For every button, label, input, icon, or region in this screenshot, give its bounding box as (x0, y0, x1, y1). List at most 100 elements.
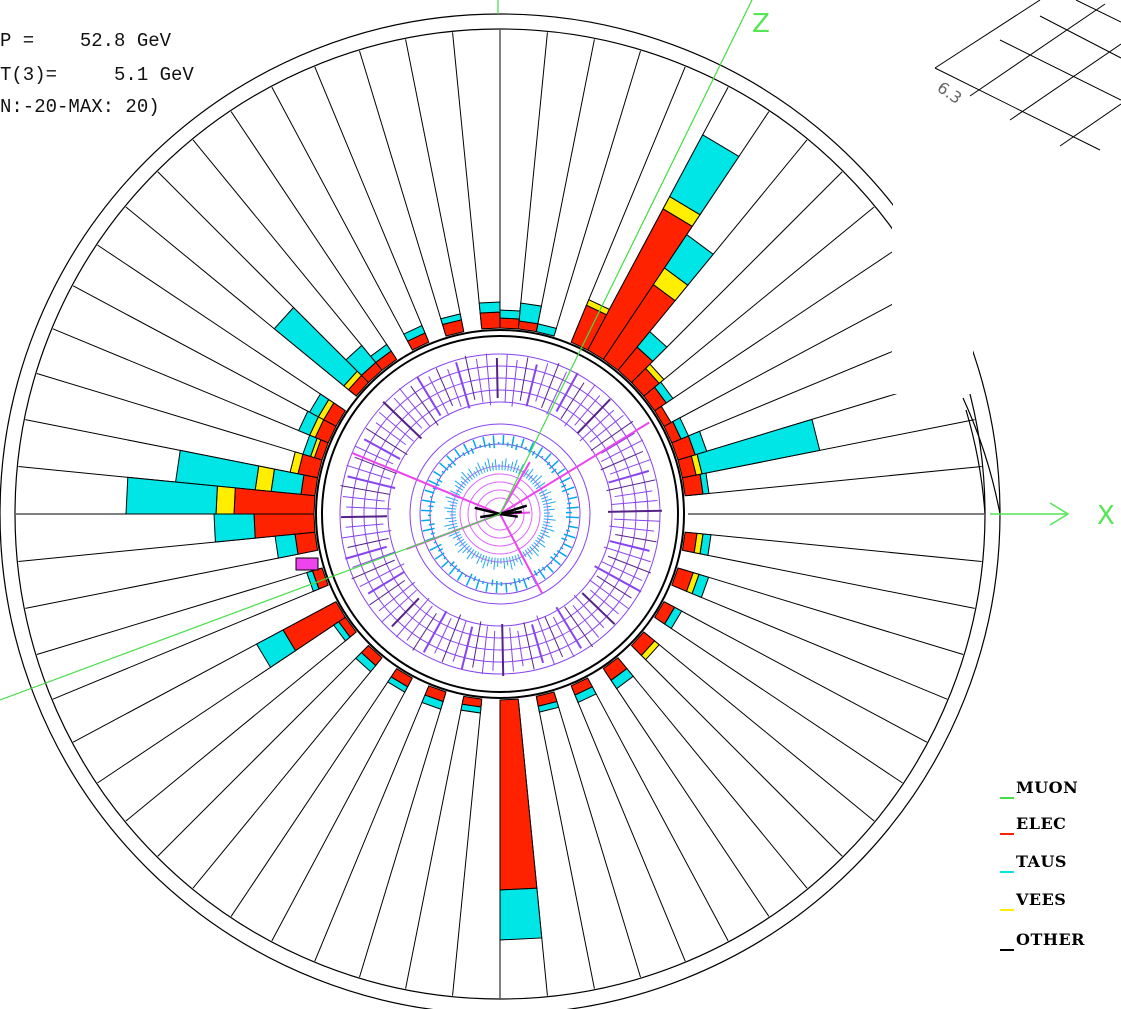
muon-track (0, 513, 501, 701)
vertex-hit (504, 458, 507, 471)
jet-line (499, 512, 518, 518)
inner-hit (485, 582, 489, 592)
tracker-layer (409, 423, 591, 605)
track-hit (573, 594, 605, 629)
tower-segment-elec (499, 317, 520, 330)
inner-hit (524, 446, 527, 451)
inner-hit (429, 543, 442, 552)
inner-hit (436, 478, 443, 483)
track-hit (603, 546, 651, 563)
inner-hit (563, 533, 576, 539)
sector-line (665, 285, 928, 426)
inner-hit (454, 448, 462, 458)
vertex-hit (480, 554, 485, 563)
vertex-hit (542, 501, 556, 506)
inner-hit (545, 564, 554, 573)
track-hit (391, 597, 420, 628)
mask-region (893, 150, 973, 394)
track-hit (452, 620, 467, 662)
track-hit (572, 605, 600, 638)
tracker-layer (363, 377, 637, 651)
sector-line (536, 39, 595, 330)
tower-segment-taus (332, 621, 351, 642)
vertex-hit (444, 522, 458, 527)
sector-line (97, 244, 344, 410)
track-hit (464, 355, 476, 400)
track-hit (341, 530, 392, 539)
track-hit (600, 450, 644, 471)
vertex-hit (482, 555, 488, 569)
sector-line (157, 646, 368, 857)
header-line-2: T(3)= 5.1 GeV (0, 64, 194, 86)
tower-segment-taus (691, 573, 710, 599)
track-hit (607, 555, 652, 574)
inner-hit (446, 455, 457, 466)
track-hit (536, 615, 555, 665)
inner-hit (531, 450, 536, 456)
track-hit (375, 422, 407, 446)
track-hit (354, 445, 394, 465)
vertex-hit (466, 549, 475, 560)
vertex-layer (459, 473, 541, 555)
vertex-hit (540, 491, 552, 497)
inner-hit (560, 476, 571, 484)
track-hit (422, 610, 448, 653)
outer-inner-circle-right-segment (965, 409, 986, 515)
track-hit (378, 411, 414, 442)
tower-segment-taus (672, 417, 690, 440)
inner-hit (422, 527, 435, 532)
tower-segment-taus (537, 700, 560, 713)
sector-line (665, 602, 928, 743)
track-hit (416, 376, 442, 417)
vertex-hit (543, 518, 556, 521)
legend-label-taus: TAUS (1016, 852, 1067, 871)
vertex-hit (461, 471, 471, 482)
inner-hit (520, 438, 525, 448)
vertex-hit (448, 520, 457, 523)
track-hit (594, 565, 642, 593)
tracker-layer (429, 443, 571, 585)
vertex-hit (525, 468, 534, 479)
track-hit (564, 606, 594, 648)
track-hit (519, 357, 529, 401)
track-hit (346, 464, 391, 480)
vertex-hit (511, 556, 516, 567)
inner-hit (513, 578, 518, 592)
inner-hit (556, 550, 567, 558)
vertex-hit (491, 462, 494, 471)
vertex-hit (515, 465, 520, 474)
sector-line (405, 698, 464, 989)
sector-line (314, 687, 429, 962)
lego-grid-line (1075, 0, 1121, 23)
track-hit (460, 626, 474, 670)
inner-hit (430, 532, 435, 535)
inner-hit (543, 453, 552, 462)
track-hit (341, 515, 388, 519)
inner-hit (553, 553, 559, 558)
track-hit (609, 459, 651, 475)
sector-line (517, 32, 548, 327)
track-hit (485, 353, 492, 406)
sector-line (452, 32, 483, 327)
tower-segment-taus (306, 570, 320, 592)
inner-hit (549, 555, 561, 566)
inner-hit (422, 499, 436, 504)
track-hit (560, 382, 585, 420)
vertex-hit (493, 557, 496, 570)
inner-hit (511, 436, 515, 449)
vertex-hit (542, 498, 553, 503)
tower-segment-taus (125, 476, 218, 515)
vertex-hit (468, 468, 476, 479)
sector-line (687, 531, 982, 562)
legend-label-muon: MUON (1016, 778, 1078, 797)
track-hit (546, 371, 568, 415)
tracker-display (0, 0, 753, 701)
track-hit (369, 579, 406, 606)
tower-segment-taus (499, 309, 521, 320)
track-hit (346, 506, 392, 510)
track-hit (535, 363, 549, 402)
vertex-hit (527, 474, 534, 481)
inner-hit (456, 571, 464, 581)
tower-segment-elec (479, 311, 501, 330)
inner-hit (488, 442, 491, 448)
